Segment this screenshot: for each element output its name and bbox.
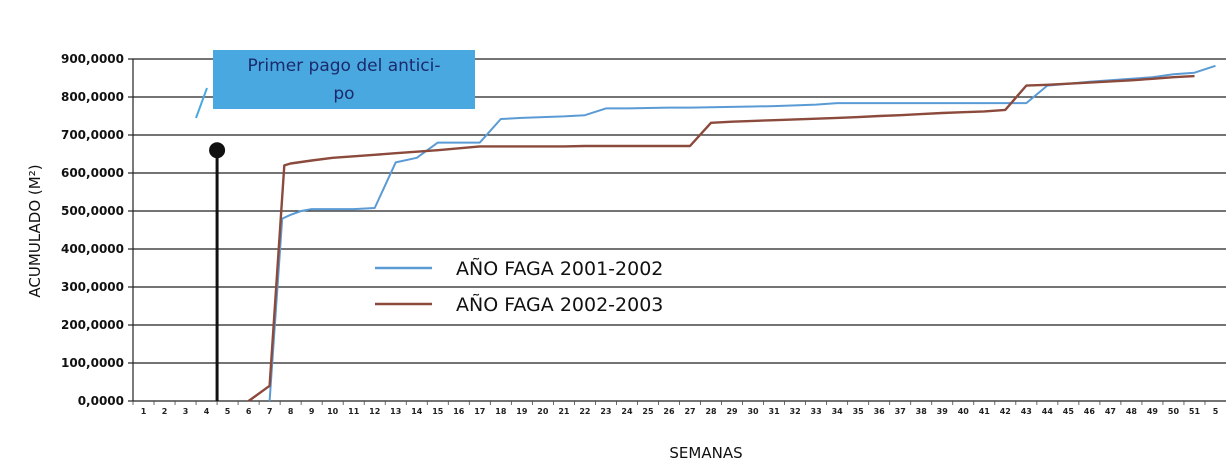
xtick-label-49: 50 (1168, 407, 1180, 416)
xtick-label-33: 34 (832, 407, 844, 416)
xtick-label-25: 26 (663, 407, 675, 416)
marker (209, 142, 226, 401)
ytick-label-7: 700,0000 (61, 128, 124, 142)
xtick-label-11: 12 (369, 407, 380, 416)
xtick-label-9: 10 (327, 407, 339, 416)
xtick-label-5: 6 (246, 407, 252, 416)
ytick-label-6: 600,0000 (61, 166, 124, 180)
x-axis-ticks: 1 2 3 4 5 6 7 8 9 10 11 12 13 14 15 16 17 18 19 20 21 22 23 24 2… (132, 401, 1219, 416)
callout-line-1: Primer pago del antici- (247, 56, 440, 76)
xtick-label-51: 5 (1213, 407, 1219, 416)
xtick-label-24: 25 (642, 407, 654, 416)
xtick-label-13: 14 (411, 407, 423, 416)
xtick-label-28: 29 (726, 407, 738, 416)
xtick-label-39: 40 (958, 407, 970, 416)
xtick-label-36: 37 (895, 407, 906, 416)
xtick-label-27: 28 (705, 407, 717, 416)
ytick-label-9: 900,0000 (61, 52, 124, 66)
ytick-label-3: 300,0000 (61, 280, 124, 294)
xtick-label-12: 13 (390, 407, 401, 416)
annotation-callout: Primer pago del antici- po (195, 50, 475, 119)
xtick-label-3: 4 (204, 407, 210, 416)
xtick-label-6: 7 (267, 407, 273, 416)
xtick-label-40: 41 (979, 407, 991, 416)
legend-label-2002-2003: AÑO FAGA 2002-2003 (456, 293, 663, 316)
callout-line-2: po (333, 84, 354, 104)
legend: AÑO FAGA 2001-2002 AÑO FAGA 2002-2003 (375, 257, 663, 316)
xtick-label-0: 1 (141, 407, 147, 416)
xtick-label-30: 31 (769, 407, 781, 416)
xtick-label-45: 46 (1084, 407, 1096, 416)
grid-lines (128, 58, 1226, 402)
xtick-label-20: 21 (558, 407, 570, 416)
callout-box (213, 50, 475, 109)
xtick-label-29: 30 (747, 407, 759, 416)
xtick-label-26: 27 (684, 407, 695, 416)
xtick-label-1: 2 (162, 407, 168, 416)
xtick-label-21: 22 (579, 407, 590, 416)
xtick-label-8: 9 (309, 407, 315, 416)
xtick-label-42: 43 (1021, 407, 1032, 416)
series-line-2001-2002 (268, 64, 1216, 402)
series-lines (247, 64, 1216, 402)
ytick-label-8: 800,0000 (61, 90, 124, 104)
y-axis-ticks: 0,0000 100,0000 200,0000 300,0000 400,0000 50… (61, 52, 124, 408)
xtick-label-7: 8 (288, 407, 294, 416)
xtick-label-38: 39 (937, 407, 949, 416)
xtick-label-22: 23 (600, 407, 611, 416)
xtick-label-32: 33 (811, 407, 822, 416)
ytick-label-2: 200,0000 (61, 318, 124, 332)
xtick-label-47: 48 (1126, 407, 1138, 416)
xtick-label-35: 36 (874, 407, 886, 416)
x-axis-label: SEMANAS (669, 444, 742, 462)
xtick-label-37: 38 (916, 407, 928, 416)
xtick-label-34: 35 (853, 407, 865, 416)
xtick-label-16: 17 (474, 407, 485, 416)
y-axis-label: ACUMULADO (M²) (26, 164, 44, 297)
ytick-label-1: 100,0000 (61, 356, 124, 370)
xtick-label-31: 32 (790, 407, 801, 416)
ytick-label-4: 400,0000 (61, 242, 124, 256)
xtick-label-4: 5 (225, 407, 231, 416)
xtick-label-50: 51 (1189, 407, 1201, 416)
xtick-label-2: 3 (183, 407, 189, 416)
xtick-label-15: 16 (453, 407, 465, 416)
xtick-label-41: 42 (1000, 407, 1011, 416)
xtick-label-46: 47 (1105, 407, 1116, 416)
series-line-2002-2003 (247, 74, 1195, 402)
xtick-label-44: 45 (1063, 407, 1075, 416)
xtick-label-18: 19 (516, 407, 528, 416)
xtick-label-10: 11 (348, 407, 360, 416)
xtick-label-19: 20 (537, 407, 549, 416)
xtick-label-23: 24 (621, 407, 633, 416)
marker-dot (209, 142, 226, 159)
xtick-label-48: 49 (1147, 407, 1159, 416)
xtick-label-43: 44 (1042, 407, 1054, 416)
ytick-label-5: 500,0000 (61, 204, 124, 218)
ytick-label-0: 0,0000 (78, 394, 124, 408)
callout-connector (195, 87, 208, 119)
legend-label-2001-2002: AÑO FAGA 2001-2002 (456, 257, 663, 280)
xtick-label-17: 18 (495, 407, 507, 416)
xtick-label-14: 15 (432, 407, 444, 416)
